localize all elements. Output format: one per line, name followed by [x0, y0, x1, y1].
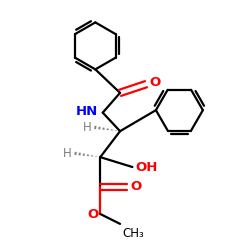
- Text: H: H: [63, 147, 72, 160]
- Text: O: O: [149, 76, 160, 90]
- Text: H: H: [83, 121, 92, 134]
- Text: HN: HN: [76, 105, 98, 118]
- Text: O: O: [130, 180, 142, 193]
- Text: CH₃: CH₃: [122, 227, 144, 240]
- Text: OH: OH: [136, 160, 158, 173]
- Text: O: O: [88, 208, 99, 220]
